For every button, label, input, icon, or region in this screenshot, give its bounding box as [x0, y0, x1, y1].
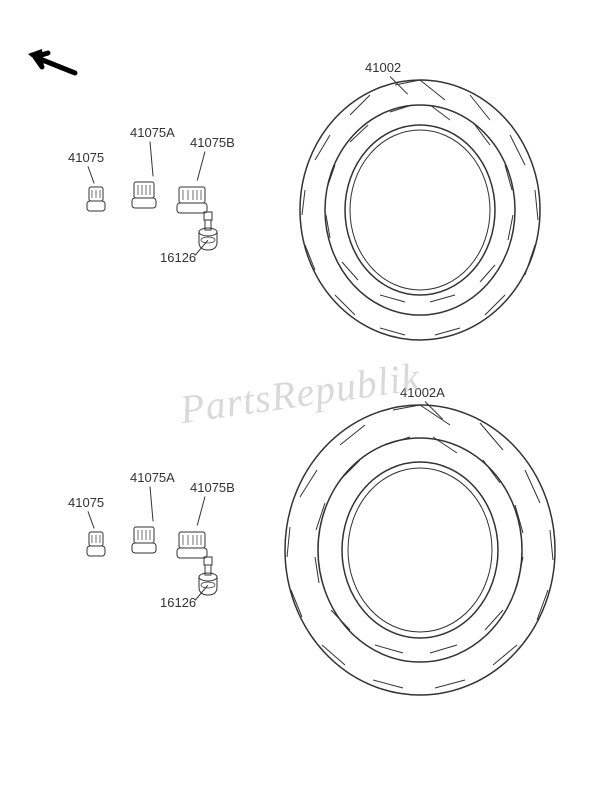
leader-line	[150, 141, 154, 176]
balance-weight-small	[85, 530, 107, 563]
balance-weight-medium	[130, 180, 158, 215]
balance-weight-medium	[130, 525, 158, 560]
weight-small-label: 41075	[68, 150, 104, 165]
valve-label: 16126	[160, 595, 196, 610]
leader-line	[197, 496, 206, 525]
tire-front-label: 41002	[365, 60, 401, 75]
weight-large-label: 41075B	[190, 135, 235, 150]
balance-weight-small	[85, 185, 107, 218]
tire-valve	[195, 555, 221, 602]
leader-line	[88, 166, 95, 183]
valve-label: 16126	[160, 250, 196, 265]
leader-line	[197, 151, 206, 180]
tire-rear-label: 41002A	[400, 385, 445, 400]
weight-medium-label: 41075A	[130, 125, 175, 140]
tire-valve	[195, 210, 221, 257]
tire-front	[290, 70, 550, 355]
weight-small-label: 41075	[68, 495, 104, 510]
weight-medium-label: 41075A	[130, 470, 175, 485]
direction-arrow	[20, 45, 80, 90]
leader-line	[88, 511, 95, 528]
weight-large-label: 41075B	[190, 480, 235, 495]
tire-rear	[275, 395, 565, 710]
leader-line	[150, 486, 154, 521]
